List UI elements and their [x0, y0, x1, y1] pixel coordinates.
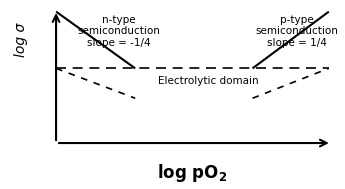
Text: p-type
semiconduction
slope = 1/4: p-type semiconduction slope = 1/4 [255, 15, 338, 48]
Text: Electrolytic domain: Electrolytic domain [158, 76, 259, 86]
Text: log σ: log σ [14, 23, 28, 57]
Text: n-type
semiconduction
slope = -1/4: n-type semiconduction slope = -1/4 [77, 15, 160, 48]
Text: log pO$_\mathbf{2}$: log pO$_\mathbf{2}$ [157, 163, 227, 184]
